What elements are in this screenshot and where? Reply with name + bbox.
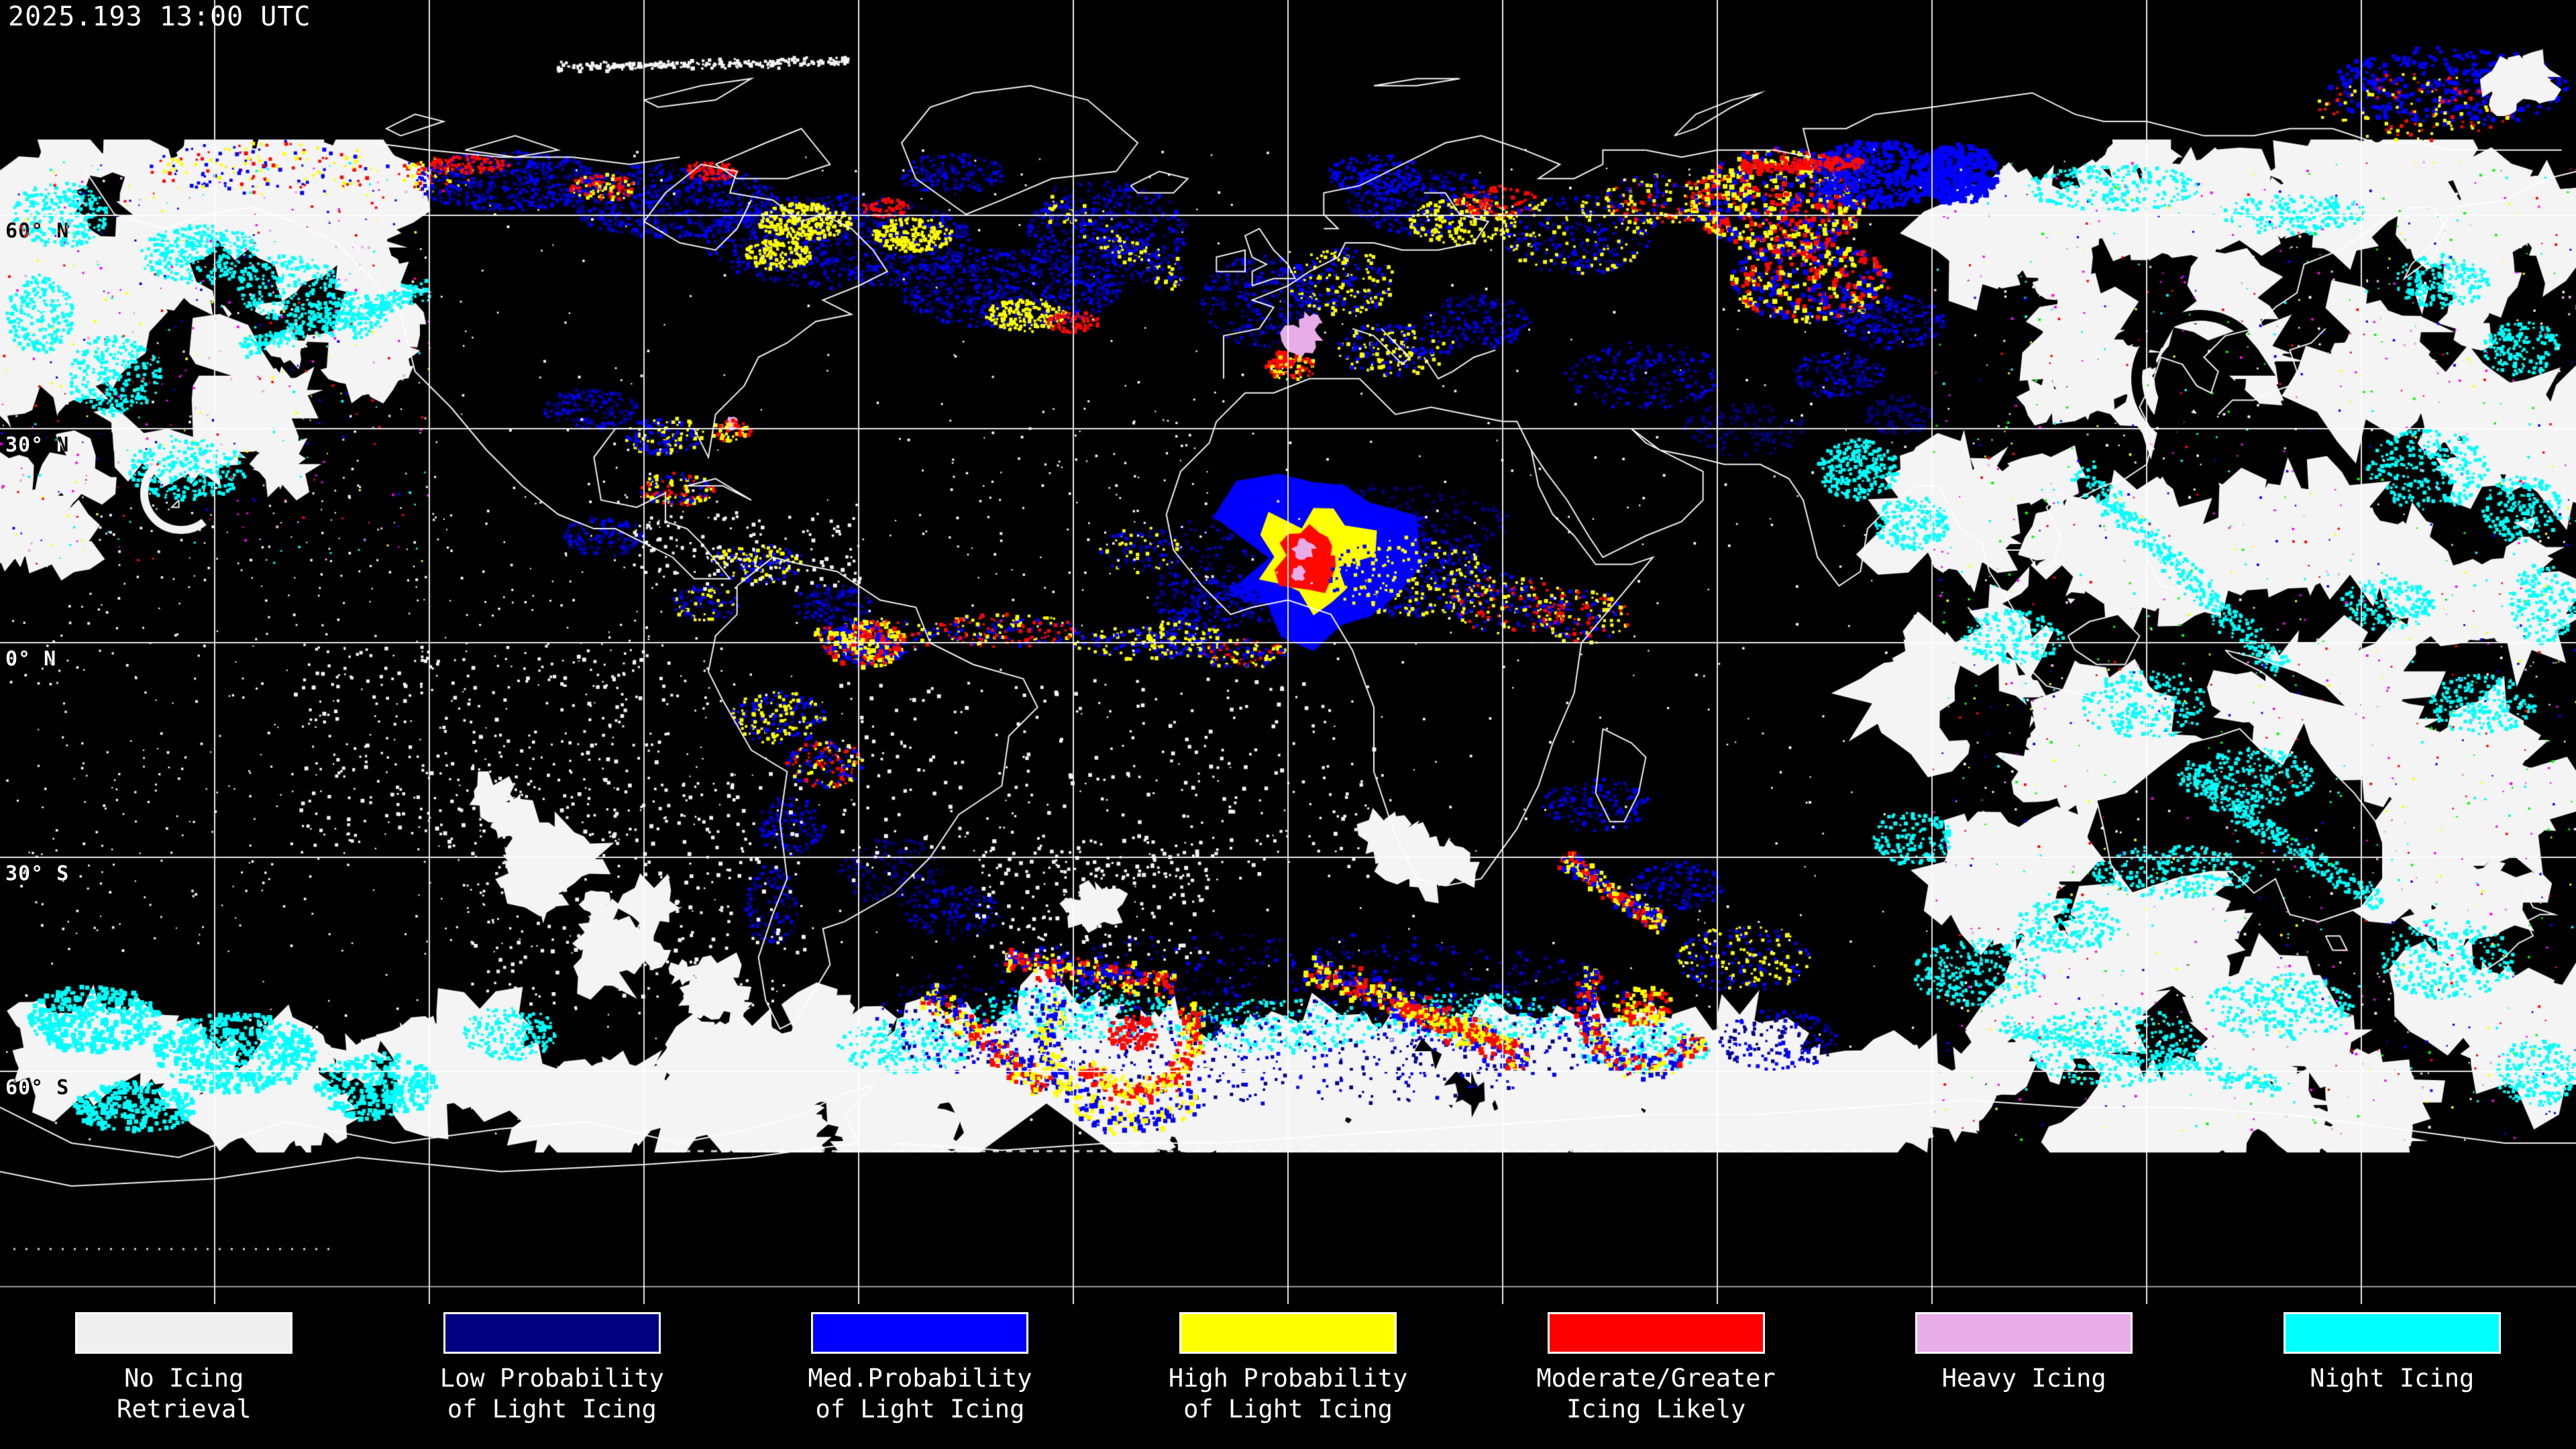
legend-item-heavy-icing: Heavy Icing [1840, 1304, 2208, 1449]
legend-line: Moderate/Greater [1536, 1364, 1776, 1393]
timestamp: 2025.193 13:00 UTC [8, 1, 311, 32]
low-probability-label: Low Probability of Light Icing [440, 1363, 664, 1425]
legend-line: Med.Probability [808, 1364, 1032, 1393]
legend-line: Night Icing [2310, 1364, 2475, 1393]
lat-label-0n: 0° N [5, 647, 57, 671]
moderate-greater-swatch [1547, 1312, 1765, 1354]
world-icing-map [0, 0, 2576, 1304]
legend-item-night-icing: Night Icing [2208, 1304, 2576, 1449]
high-probability-swatch [1179, 1312, 1397, 1354]
heavy-icing-swatch [1915, 1312, 2133, 1354]
legend-item-high-probability: High Probability of Light Icing [1104, 1304, 1472, 1449]
legend-item-no-icing: No Icing Retrieval [0, 1304, 368, 1449]
legend-line: Low Probability [439, 1364, 664, 1393]
lat-label-60n: 60° N [5, 219, 70, 243]
legend-item-med-probability: Med.Probability of Light Icing [736, 1304, 1104, 1449]
lat-label-30n: 30° N [5, 433, 70, 457]
legend-line: of Light Icing [815, 1395, 1025, 1424]
no-icing-swatch [75, 1312, 293, 1354]
low-probability-swatch [443, 1312, 661, 1354]
legend-item-low-probability: Low Probability of Light Icing [368, 1304, 737, 1449]
legend-line: No Icing [124, 1364, 244, 1393]
legend-line: High Probability [1168, 1364, 1408, 1393]
legend-line: of Light Icing [447, 1395, 657, 1424]
med-probability-swatch [811, 1312, 1029, 1354]
med-probability-label: Med.Probability of Light Icing [808, 1363, 1032, 1425]
legend-bar: No Icing Retrieval Low Probability of Ligh… [0, 1304, 2576, 1449]
lat-label-30s: 30° S [5, 862, 70, 885]
lat-label-60s: 60° S [5, 1076, 70, 1099]
heavy-icing-label: Heavy Icing [1942, 1363, 2106, 1394]
night-icing-label: Night Icing [2310, 1363, 2474, 1394]
legend-line: of Light Icing [1183, 1395, 1393, 1424]
moderate-greater-label: Moderate/Greater Icing Likely [1536, 1363, 1775, 1425]
legend-line: Icing Likely [1566, 1395, 1746, 1424]
high-probability-label: High Probability of Light Icing [1169, 1363, 1407, 1425]
legend-item-moderate-greater: Moderate/Greater Icing Likely [1472, 1304, 1840, 1449]
no-icing-label: No Icing Retrieval [117, 1363, 251, 1425]
legend-line: Heavy Icing [1941, 1364, 2106, 1393]
night-icing-swatch [2283, 1312, 2501, 1354]
legend-line: Retrieval [117, 1395, 252, 1424]
